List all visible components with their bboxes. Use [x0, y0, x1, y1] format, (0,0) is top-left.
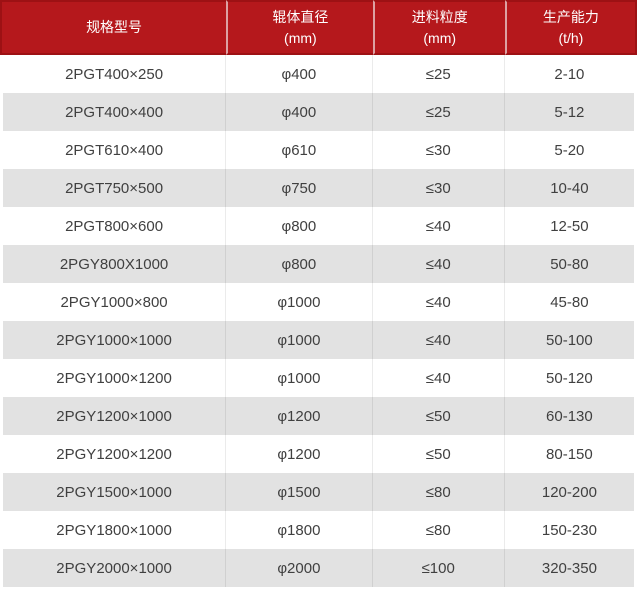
cell-capacity: 12-50 [504, 207, 637, 245]
cell-capacity: 10-40 [504, 169, 637, 207]
table-row: 2PGT610×400 φ610 ≤30 5-20 [0, 131, 637, 169]
col-header-feed-size-label: 进料粒度 [411, 8, 468, 25]
cell-roller-diameter: φ400 [226, 55, 373, 93]
col-header-roller-diameter: 辊体直径 (mm) [226, 0, 373, 55]
cell-feed-size: ≤40 [372, 283, 505, 321]
table-body: 2PGT400×250 φ400 ≤25 2-10 2PGT400×400 φ400 ≤25… [0, 55, 637, 587]
cell-feed-size: ≤40 [372, 245, 505, 283]
cell-model: 2PGY1000×800 [0, 283, 227, 321]
cell-model: 2PGY1800×1000 [0, 511, 227, 549]
cell-feed-size: ≤80 [372, 511, 505, 549]
cell-roller-diameter: φ1500 [226, 473, 373, 511]
cell-roller-diameter: φ610 [226, 131, 373, 169]
cell-roller-diameter: φ1800 [226, 511, 373, 549]
cell-feed-size: ≤50 [372, 397, 505, 435]
cell-feed-size: ≤50 [372, 435, 505, 473]
cell-feed-size: ≤30 [372, 131, 505, 169]
cell-capacity: 50-120 [504, 359, 637, 397]
col-header-feed-size-unit: (mm) [423, 29, 457, 46]
cell-capacity: 2-10 [504, 55, 637, 93]
col-header-model: 规格型号 [0, 0, 227, 55]
table-row: 2PGY1800×1000 φ1800 ≤80 150-230 [0, 511, 637, 549]
cell-roller-diameter: φ800 [226, 245, 373, 283]
table-row: 2PGY1200×1000 φ1200 ≤50 60-130 [0, 397, 637, 435]
cell-model: 2PGY1500×1000 [0, 473, 227, 511]
cell-roller-diameter: φ400 [226, 93, 373, 131]
cell-capacity: 60-130 [504, 397, 637, 435]
cell-model: 2PGY1200×1000 [0, 397, 227, 435]
cell-capacity: 150-230 [504, 511, 637, 549]
cell-feed-size: ≤30 [372, 169, 505, 207]
cell-roller-diameter: φ1000 [226, 321, 373, 359]
cell-roller-diameter: φ800 [226, 207, 373, 245]
col-header-roller-diameter-label: 辊体直径 [272, 8, 329, 25]
cell-model: 2PGT800×600 [0, 207, 227, 245]
table-row: 2PGY2000×1000 φ2000 ≤100 320-350 [0, 549, 637, 587]
cell-capacity: 45-80 [504, 283, 637, 321]
cell-capacity: 50-80 [504, 245, 637, 283]
cell-roller-diameter: φ1000 [226, 283, 373, 321]
cell-roller-diameter: φ1200 [226, 435, 373, 473]
cell-model: 2PGY1000×1000 [0, 321, 227, 359]
cell-model: 2PGY800X1000 [0, 245, 227, 283]
col-header-roller-diameter-unit: (mm) [284, 29, 317, 46]
cell-feed-size: ≤25 [372, 55, 505, 93]
table-row: 2PGY1000×1000 φ1000 ≤40 50-100 [0, 321, 637, 359]
cell-feed-size: ≤25 [372, 93, 505, 131]
table-row: 2PGY1000×800 φ1000 ≤40 45-80 [0, 283, 637, 321]
cell-capacity: 50-100 [504, 321, 637, 359]
cell-roller-diameter: φ1200 [226, 397, 373, 435]
header-row: 规格型号 辊体直径 (mm) 进料粒度 (mm) 生产能力 (t/h) [0, 0, 637, 55]
col-header-capacity-label: 生产能力 [542, 8, 599, 25]
table-row: 2PGY1000×1200 φ1000 ≤40 50-120 [0, 359, 637, 397]
cell-model: 2PGY2000×1000 [0, 549, 227, 587]
table-row: 2PGY1200×1200 φ1200 ≤50 80-150 [0, 435, 637, 473]
cell-capacity: 80-150 [504, 435, 637, 473]
cell-feed-size: ≤80 [372, 473, 505, 511]
table-row: 2PGT800×600 φ800 ≤40 12-50 [0, 207, 637, 245]
cell-capacity: 5-12 [504, 93, 637, 131]
cell-feed-size: ≤100 [372, 549, 505, 587]
col-header-feed-size: 进料粒度 (mm) [372, 0, 505, 55]
col-header-capacity-unit: (t/h) [558, 29, 584, 46]
cell-capacity: 120-200 [504, 473, 637, 511]
table-header: 规格型号 辊体直径 (mm) 进料粒度 (mm) 生产能力 (t/h) [0, 0, 637, 55]
cell-capacity: 5-20 [504, 131, 637, 169]
table-row: 2PGT400×250 φ400 ≤25 2-10 [0, 55, 637, 93]
table-row: 2PGY1500×1000 φ1500 ≤80 120-200 [0, 473, 637, 511]
cell-capacity: 320-350 [504, 549, 637, 587]
cell-roller-diameter: φ750 [226, 169, 373, 207]
table-row: 2PGY800X1000 φ800 ≤40 50-80 [0, 245, 637, 283]
cell-feed-size: ≤40 [372, 359, 505, 397]
col-header-model-label: 规格型号 [86, 19, 143, 35]
cell-feed-size: ≤40 [372, 321, 505, 359]
col-header-capacity: 生产能力 (t/h) [504, 0, 637, 55]
cell-roller-diameter: φ2000 [226, 549, 373, 587]
table-row: 2PGT400×400 φ400 ≤25 5-12 [0, 93, 637, 131]
cell-model: 2PGY1000×1200 [0, 359, 227, 397]
cell-model: 2PGT400×400 [0, 93, 227, 131]
cell-feed-size: ≤40 [372, 207, 505, 245]
cell-model: 2PGT750×500 [0, 169, 227, 207]
cell-model: 2PGT610×400 [0, 131, 227, 169]
cell-roller-diameter: φ1000 [226, 359, 373, 397]
cell-model: 2PGT400×250 [0, 55, 227, 93]
cell-model: 2PGY1200×1200 [0, 435, 227, 473]
table-row: 2PGT750×500 φ750 ≤30 10-40 [0, 169, 637, 207]
